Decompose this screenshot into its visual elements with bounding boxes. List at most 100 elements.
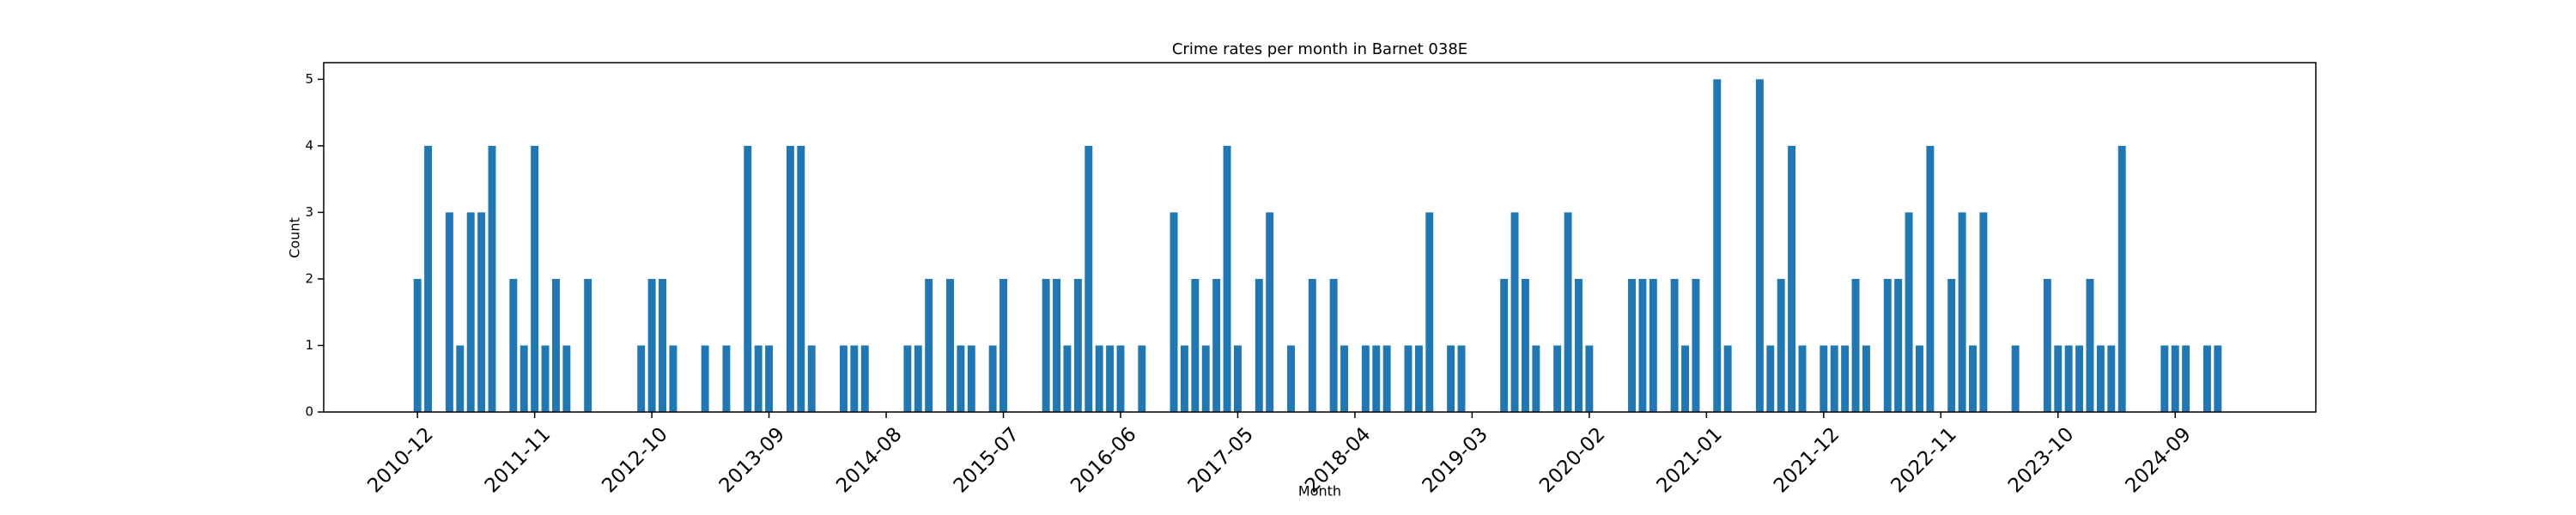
x-tick-label: 2021-01 (1653, 423, 1727, 497)
bar (1425, 212, 1434, 412)
bar (551, 278, 560, 412)
x-tick-label: 2021-12 (1770, 423, 1844, 497)
bar (1084, 145, 1093, 412)
bar (1564, 212, 1572, 412)
x-tick-label: 2017-05 (1184, 423, 1258, 497)
x-axis-label: Month (1298, 483, 1341, 500)
bar (850, 345, 859, 412)
bar (765, 345, 774, 412)
bar (1628, 278, 1636, 412)
bar (1798, 345, 1807, 412)
bar (1340, 345, 1349, 412)
bar (637, 345, 646, 412)
y-axis-label: Count (287, 217, 303, 258)
x-tick-label: 2023-10 (2004, 423, 2078, 497)
bar (1138, 345, 1146, 412)
bar (1255, 278, 1263, 412)
bar (1851, 278, 1860, 412)
bar (786, 145, 794, 412)
bar (584, 278, 592, 412)
bar (1788, 145, 1796, 412)
bar (541, 345, 550, 412)
bar (2160, 345, 2169, 412)
bar (1723, 345, 1732, 412)
bar (1042, 278, 1050, 412)
bar (1969, 345, 1977, 412)
bar (1575, 278, 1583, 412)
bar (477, 212, 486, 412)
bar (531, 145, 539, 412)
bar (754, 345, 762, 412)
bar (2011, 345, 2020, 412)
bar (967, 345, 975, 412)
x-tick-label: 2022-11 (1887, 423, 1961, 497)
bar (925, 278, 933, 412)
bar (2086, 278, 2094, 412)
bar (1649, 278, 1657, 412)
bar (1223, 145, 1231, 412)
y-tick-label: 1 (305, 337, 313, 353)
bar (903, 345, 912, 412)
bar (1958, 212, 1966, 412)
bar (1979, 212, 1988, 412)
bar (2054, 345, 2063, 412)
bar (1116, 345, 1125, 412)
bar (424, 145, 433, 412)
bar (1053, 278, 1061, 412)
bar (1830, 345, 1838, 412)
bar (722, 345, 731, 412)
bar (1180, 345, 1188, 412)
bar (1926, 145, 1935, 412)
bar (466, 212, 475, 412)
bar (2171, 345, 2179, 412)
plot-frame (323, 62, 2317, 413)
bar (2107, 345, 2116, 412)
bar (860, 345, 869, 412)
bar (1287, 345, 1295, 412)
y-tick-label: 3 (305, 204, 313, 220)
bar (744, 145, 752, 412)
bar (519, 345, 528, 412)
bar (2043, 278, 2051, 412)
x-tick-label: 2012-10 (598, 423, 671, 497)
bar (807, 345, 816, 412)
bar (1372, 345, 1381, 412)
x-tick-label: 2024-09 (2121, 423, 2195, 497)
bar (509, 278, 518, 412)
bar (797, 145, 805, 412)
bar (957, 345, 965, 412)
bar (1170, 212, 1178, 412)
bar (1106, 345, 1115, 412)
bar (1755, 79, 1764, 412)
bar (1947, 278, 1956, 412)
bar (1212, 278, 1221, 412)
bar (2064, 345, 2073, 412)
bar (1404, 345, 1413, 412)
bar (1585, 345, 1594, 412)
bar (1820, 345, 1828, 412)
bar (1777, 278, 1785, 412)
bar (988, 345, 997, 412)
bar (2075, 345, 2084, 412)
x-tick-label: 2019-03 (1419, 423, 1492, 497)
bar (647, 278, 656, 412)
x-tick-label: 2011-11 (481, 423, 555, 497)
bar (1841, 345, 1850, 412)
bar (1766, 345, 1775, 412)
bar (1713, 79, 1722, 412)
x-tick-label: 2010-12 (363, 423, 437, 497)
bar (839, 345, 848, 412)
x-tick-label: 2014-08 (832, 423, 906, 497)
bar (1361, 345, 1370, 412)
y-tick-label: 0 (305, 404, 313, 420)
bar (1414, 345, 1423, 412)
bar (1073, 278, 1082, 412)
bar (1883, 278, 1892, 412)
bar (1500, 278, 1509, 412)
bar (1234, 345, 1242, 412)
bar (1862, 345, 1870, 412)
bar (1201, 345, 1210, 412)
bar (2202, 345, 2211, 412)
x-tick-label: 2013-09 (715, 423, 789, 497)
bar (1553, 345, 1562, 412)
